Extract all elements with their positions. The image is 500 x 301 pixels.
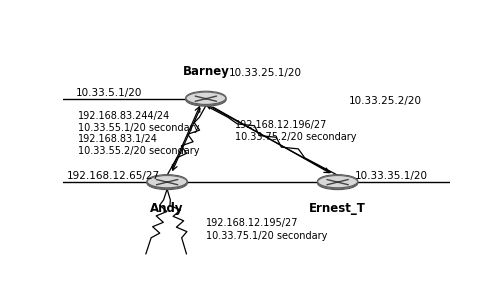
Ellipse shape — [187, 96, 225, 99]
Ellipse shape — [318, 176, 358, 190]
Ellipse shape — [150, 184, 184, 185]
Ellipse shape — [188, 100, 224, 102]
Ellipse shape — [188, 95, 224, 98]
Ellipse shape — [147, 181, 187, 184]
Ellipse shape — [318, 182, 357, 184]
Ellipse shape — [318, 181, 358, 184]
Ellipse shape — [186, 98, 226, 100]
Ellipse shape — [320, 184, 355, 185]
Ellipse shape — [188, 99, 224, 101]
Ellipse shape — [148, 179, 186, 183]
Text: 192.168.83.244/24
10.33.55.1/20 secondary: 192.168.83.244/24 10.33.55.1/20 secondar… — [78, 111, 200, 133]
Ellipse shape — [186, 97, 226, 100]
Ellipse shape — [150, 183, 185, 185]
Text: 192.168.12.65/27: 192.168.12.65/27 — [66, 171, 160, 181]
Ellipse shape — [148, 182, 186, 185]
Ellipse shape — [320, 178, 355, 181]
Text: 10.33.5.1/20: 10.33.5.1/20 — [76, 88, 142, 98]
Ellipse shape — [320, 183, 356, 185]
Ellipse shape — [148, 181, 186, 184]
Ellipse shape — [188, 100, 224, 102]
Ellipse shape — [188, 95, 224, 98]
Ellipse shape — [188, 95, 223, 98]
Ellipse shape — [188, 99, 224, 101]
Ellipse shape — [318, 175, 358, 188]
Ellipse shape — [186, 98, 225, 101]
Ellipse shape — [186, 97, 226, 100]
Text: Ernest_T: Ernest_T — [309, 202, 366, 215]
Ellipse shape — [204, 98, 208, 100]
Ellipse shape — [149, 179, 186, 182]
Ellipse shape — [318, 179, 356, 183]
Ellipse shape — [149, 183, 186, 185]
Ellipse shape — [336, 181, 340, 183]
Ellipse shape — [147, 181, 187, 184]
Ellipse shape — [320, 183, 356, 185]
Ellipse shape — [320, 178, 355, 181]
Text: Barney: Barney — [182, 65, 230, 78]
Ellipse shape — [186, 96, 225, 100]
Ellipse shape — [188, 101, 223, 102]
Ellipse shape — [188, 95, 224, 98]
Ellipse shape — [147, 176, 188, 190]
Ellipse shape — [318, 182, 356, 185]
Ellipse shape — [320, 179, 356, 182]
Text: 192.168.83.1/24
10.33.55.2/20 secondary: 192.168.83.1/24 10.33.55.2/20 secondary — [78, 134, 200, 156]
Ellipse shape — [148, 182, 186, 184]
Ellipse shape — [188, 96, 224, 99]
Ellipse shape — [186, 93, 226, 106]
Ellipse shape — [150, 178, 184, 181]
Ellipse shape — [147, 175, 188, 188]
Ellipse shape — [148, 180, 186, 183]
Ellipse shape — [187, 99, 225, 101]
Ellipse shape — [320, 178, 356, 182]
Ellipse shape — [150, 178, 185, 182]
Ellipse shape — [318, 181, 357, 184]
Ellipse shape — [186, 98, 226, 101]
Text: 192.168.12.196/27
10.33.75.2/20 secondary: 192.168.12.196/27 10.33.75.2/20 secondar… — [235, 120, 356, 142]
Ellipse shape — [186, 91, 226, 104]
Ellipse shape — [150, 178, 184, 181]
Ellipse shape — [319, 179, 356, 182]
Text: 192.168.12.195/27
10.33.75.1/20 secondary: 192.168.12.195/27 10.33.75.1/20 secondar… — [206, 219, 327, 241]
Text: 10.33.25.1/20: 10.33.25.1/20 — [229, 68, 302, 78]
Ellipse shape — [318, 181, 358, 184]
Ellipse shape — [148, 179, 186, 182]
Ellipse shape — [319, 182, 356, 185]
Ellipse shape — [148, 180, 186, 183]
Ellipse shape — [148, 182, 186, 185]
Ellipse shape — [318, 180, 357, 183]
Text: 10.33.25.2/20: 10.33.25.2/20 — [349, 96, 422, 106]
Ellipse shape — [320, 184, 355, 185]
Text: 10.33.35.1/20: 10.33.35.1/20 — [355, 171, 428, 181]
Ellipse shape — [150, 184, 184, 185]
Ellipse shape — [318, 180, 357, 183]
Text: Andy: Andy — [150, 202, 184, 215]
Ellipse shape — [166, 181, 169, 183]
